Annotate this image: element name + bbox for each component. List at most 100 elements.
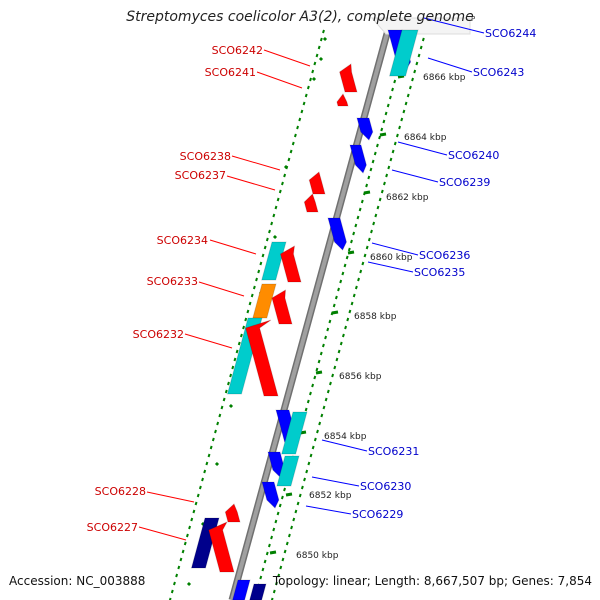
- track-dot: [320, 413, 324, 418]
- gene-label: SCO6235: [414, 266, 465, 279]
- track-tick: [322, 36, 328, 42]
- track-dot: [322, 405, 326, 410]
- track-dot: [367, 237, 371, 242]
- ruler-tick: [285, 492, 293, 497]
- gene-label: SCO6243: [473, 66, 524, 79]
- label-leaders: [138, 17, 485, 541]
- gene-label: SCO6227: [87, 521, 138, 534]
- track-dot: [321, 343, 325, 348]
- gene-sco6238: [308, 171, 326, 195]
- track-dot: [417, 53, 421, 58]
- track-dot: [317, 359, 321, 364]
- track-dot: [318, 421, 322, 426]
- gene-sco6227: [208, 520, 235, 573]
- track-dot: [393, 79, 397, 84]
- gene-sco6242: [339, 63, 358, 93]
- track-dot: [218, 413, 222, 418]
- track-tick: [283, 164, 289, 170]
- track-dot: [181, 549, 185, 554]
- track-dot: [415, 61, 419, 66]
- track-dot: [263, 245, 267, 250]
- track-dot: [190, 517, 194, 522]
- track-dot: [352, 231, 356, 236]
- gene-label: SCO6228: [95, 485, 146, 498]
- track-dot: [265, 237, 269, 242]
- track-dot: [309, 453, 313, 458]
- track-dot: [185, 533, 189, 538]
- track-dot: [406, 93, 410, 98]
- track-dot: [305, 469, 309, 474]
- ruler-track-right: [253, 39, 407, 600]
- track-dot: [267, 543, 271, 548]
- leader-line-left: [138, 526, 187, 541]
- track-dot: [334, 295, 338, 300]
- ruler-labels: 6866 kbp 6864 kbp 6862 kbp 6860 kbp 6858…: [296, 73, 466, 561]
- track-dot: [404, 101, 408, 106]
- leader-line-right: [427, 57, 473, 73]
- track-dot: [170, 589, 174, 594]
- gene-features: [190, 29, 419, 600]
- track-dot: [339, 341, 343, 346]
- gene-label: SCO6242: [212, 44, 263, 57]
- ruler-label: 6864 kbp: [404, 133, 447, 143]
- track-dot: [216, 421, 220, 426]
- gene-label: SCO6230: [360, 480, 411, 493]
- track-dot: [343, 263, 347, 268]
- leader-line-right: [305, 505, 352, 515]
- track-dot: [395, 133, 399, 138]
- track-dot: [296, 501, 300, 506]
- gene-label: SCO6240: [448, 149, 499, 162]
- track-dot: [309, 77, 312, 82]
- track-dot: [300, 485, 304, 490]
- track-dot: [287, 157, 291, 162]
- leader-line-left: [263, 49, 311, 67]
- track-dot: [276, 197, 280, 202]
- track-dot: [233, 357, 237, 362]
- track-dot: [304, 93, 308, 98]
- ruler-label: 6852 kbp: [309, 491, 352, 501]
- track-dot: [360, 199, 364, 204]
- track-dot: [294, 509, 298, 514]
- track-dot: [194, 501, 198, 506]
- leader-line-right: [391, 169, 439, 183]
- gene-sco6239: [349, 144, 367, 174]
- track-dot: [246, 309, 250, 314]
- track-dot: [270, 535, 274, 540]
- gene-label: SCO6236: [419, 249, 470, 262]
- leader-line-right: [423, 17, 485, 34]
- track-dot: [337, 349, 341, 354]
- track-tick: [228, 403, 234, 409]
- track-dot: [315, 367, 319, 372]
- track-dot: [283, 487, 286, 492]
- track-dot: [365, 245, 369, 250]
- track-dot: [345, 255, 349, 260]
- ruler-label: 6854 kbp: [324, 432, 367, 442]
- leader-line-left: [231, 155, 281, 171]
- track-dot: [398, 125, 402, 130]
- track-dot: [177, 565, 181, 570]
- ruler-tick: [379, 132, 387, 137]
- track-dot: [357, 277, 360, 282]
- track-dot: [376, 205, 380, 210]
- track-dot: [359, 269, 363, 274]
- track-dot: [281, 181, 284, 186]
- track-dot: [388, 95, 392, 100]
- title-marker: P: [471, 15, 475, 23]
- track-dot: [278, 189, 282, 194]
- leader-line-right: [397, 141, 448, 156]
- ruler-tick: [347, 250, 355, 255]
- gene-label: SCO6238: [180, 150, 231, 163]
- track-dot: [324, 397, 328, 402]
- track-dot: [375, 143, 379, 148]
- track-dot: [192, 509, 196, 514]
- track-dot: [313, 375, 317, 380]
- track-dot: [370, 229, 373, 234]
- track-dot: [298, 493, 302, 498]
- track-dot: [302, 101, 306, 106]
- track-dot: [268, 229, 271, 234]
- track-dot: [413, 69, 417, 74]
- track-dot: [384, 111, 388, 116]
- track-dot: [259, 575, 263, 580]
- ruler-label: 6850 kbp: [296, 551, 339, 561]
- track-dot: [315, 53, 319, 58]
